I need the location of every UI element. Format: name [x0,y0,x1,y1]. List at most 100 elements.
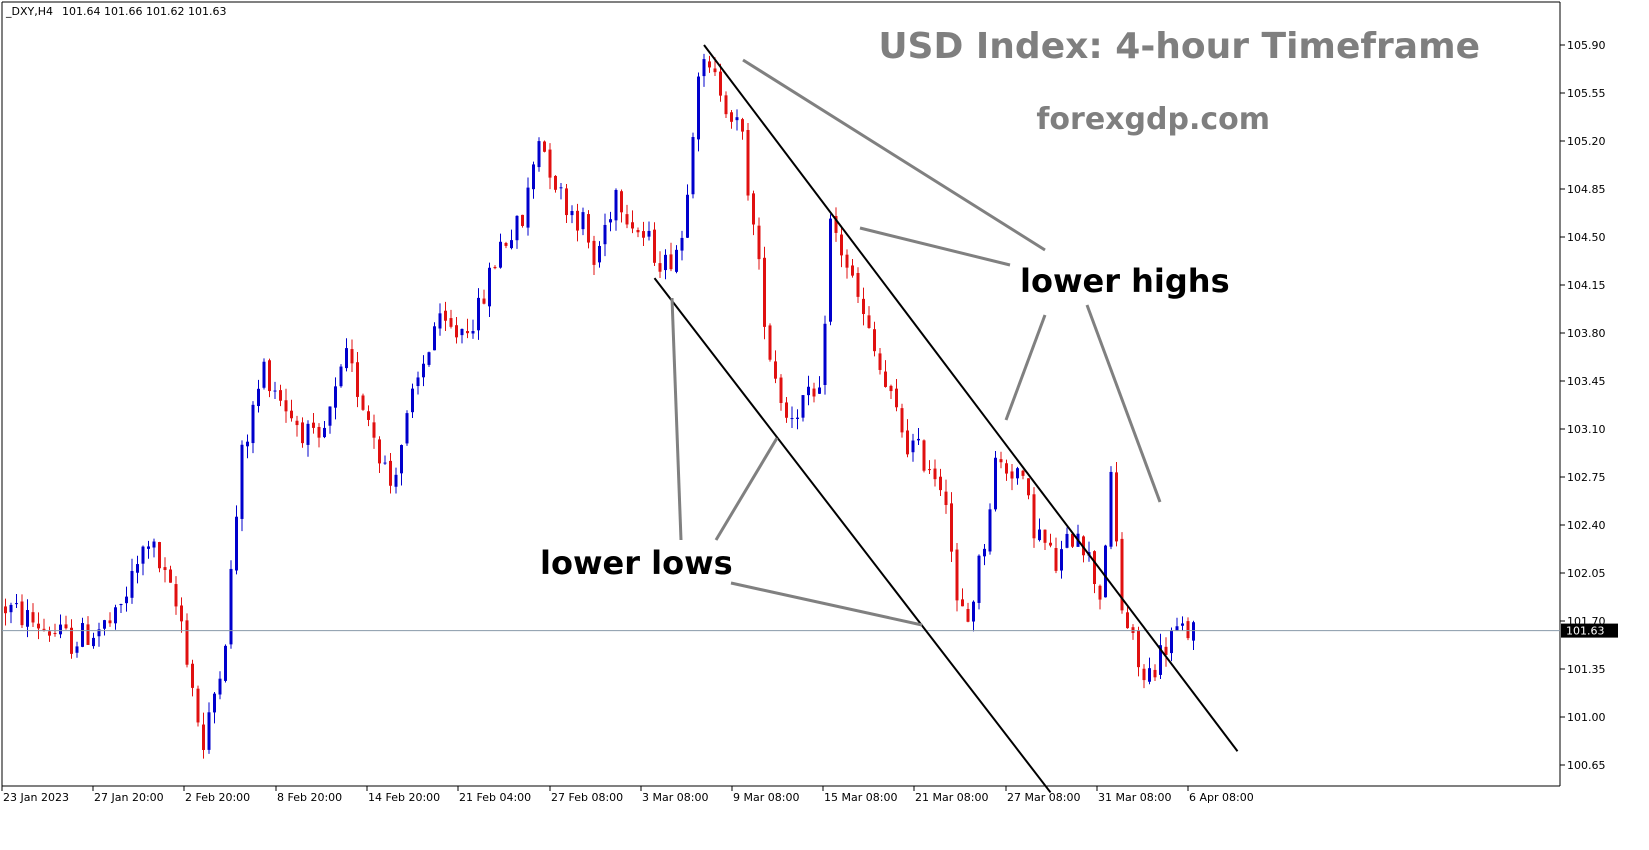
candle [768,323,772,362]
candle-body [1010,471,1014,479]
candle [620,189,623,223]
candle-body [768,325,772,360]
candle-body [499,241,502,268]
candle-body [240,444,244,519]
candle-body [675,249,678,272]
candle [664,249,667,280]
candle [290,399,293,422]
annotation-pointer-line [670,297,683,541]
candle [1192,620,1195,650]
candle [438,303,442,336]
candle [1120,532,1124,614]
candle [873,321,876,357]
candle [477,288,480,340]
y-tick-label: 104.50 [1567,231,1606,244]
candle [548,143,552,190]
candle [543,140,546,153]
y-tick-label: 100.65 [1567,759,1606,772]
candle-body [878,353,882,370]
candle [196,685,200,727]
candle-body [42,628,46,630]
candle [1016,466,1019,485]
candle-body [620,191,623,213]
candle [466,318,469,339]
candle-body [378,439,381,464]
trendlines-layer [653,44,1239,794]
candle-body [603,224,607,245]
candle-body [592,240,596,265]
x-axis: 23 Jan 2023 27 Jan 20:00 2 Feb 20:00 8 Feb … [1,786,1254,804]
symbol-label: _DXY,H4 [5,5,53,18]
candle-body [108,620,112,624]
candle-body [119,603,123,606]
candle [70,619,73,659]
candle [92,632,95,649]
candle-body [103,620,106,629]
candle-body [213,693,216,713]
candle [224,644,227,683]
candle-body [1065,533,1069,548]
candle [1065,527,1069,549]
candle-body [81,623,84,647]
candle [75,641,79,658]
candle [389,452,392,494]
candle [757,217,761,270]
candle-body [614,189,618,221]
candle-body [961,599,964,607]
candle-body [1027,478,1030,496]
candle-body [873,329,876,352]
candle [515,215,519,249]
candle-body [290,410,293,419]
candle-body [988,509,992,552]
candle [785,397,788,423]
candle-body [658,263,662,272]
candle [59,614,62,639]
candle-body [1021,470,1025,476]
candle-body [576,210,579,231]
candle [108,612,112,627]
candle-body [86,624,90,645]
candle [103,619,106,636]
candle-body [653,229,656,263]
candle-body [779,377,783,403]
candle-body [939,476,942,491]
y-tick-label: 104.85 [1567,183,1606,196]
candle-body [59,624,62,635]
candle [1142,664,1146,689]
x-tick-label: 21 Mar 08:00 [915,791,988,804]
candle-body [383,462,387,464]
candle [235,505,238,575]
x-tick-label: 27 Mar 08:00 [1007,791,1080,804]
candle-body [1148,668,1151,682]
candle [42,618,46,632]
candle [581,207,585,236]
annotation-pointer-line [1004,314,1047,421]
candle-body [724,95,728,115]
candle [911,433,915,462]
candle-body [900,408,904,433]
x-tick-label: 15 Mar 08:00 [824,791,897,804]
candle [169,565,172,583]
candle-body [4,606,7,614]
candle [999,451,1003,469]
candle-body [257,388,260,407]
candle-body [559,187,563,189]
candle-body [1181,623,1184,626]
candle [1115,461,1118,547]
candle-body [158,542,161,569]
candle [246,434,249,459]
candle [774,350,777,384]
candle [752,190,755,236]
candle-body [807,386,810,396]
candle-body [884,371,887,387]
candle [20,594,24,629]
candle-body [686,194,689,238]
candle-body [1098,585,1102,600]
candle [1170,627,1173,662]
candle [895,379,898,412]
candle [702,53,706,87]
candle-body [966,608,970,622]
candle [427,351,431,367]
candle-body [433,326,436,351]
